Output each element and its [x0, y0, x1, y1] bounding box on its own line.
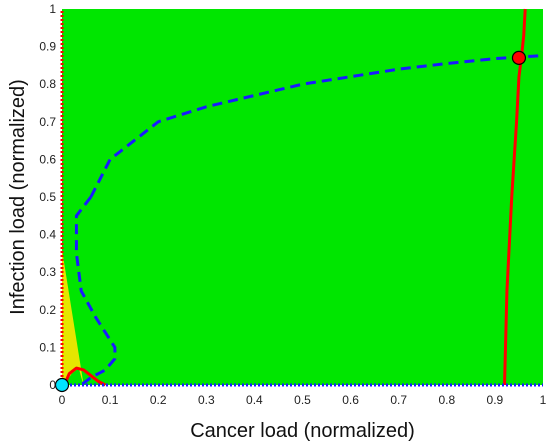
y-tick-label: 0.4 [39, 228, 56, 242]
y-tick-label: 1 [49, 2, 56, 16]
marker-red-1 [511, 50, 527, 65]
x-tick-label: 0.6 [342, 393, 359, 407]
y-axis-ticks: 0 0.1 0.2 0.3 0.4 0.5 0.6 0.7 0.8 0.9 1 [39, 2, 56, 392]
x-axis-ticks: 0 0.1 0.2 0.3 0.4 0.5 0.6 0.7 0.8 0.9 1 [59, 393, 547, 407]
series-blue-dashed-0 [89, 54, 544, 198]
x-tick-label: 1 [540, 393, 547, 407]
y-tick-label: 0.8 [39, 77, 56, 91]
y-tick-label: 0.9 [39, 40, 56, 54]
series-red-solid-3 [63, 366, 106, 387]
markers-layer [54, 50, 527, 393]
y-tick-label: 0.7 [39, 115, 56, 129]
x-axis-title: Cancer load (normalized) [190, 420, 415, 442]
regions-layer [62, 249, 84, 385]
x-tick-label: 0.7 [390, 393, 407, 407]
x-tick-label: 0.4 [246, 393, 263, 407]
plot-area [54, 8, 544, 393]
x-tick-label: 0.2 [150, 393, 167, 407]
y-tick-label: 0.3 [39, 265, 56, 279]
x-tick-label: 0 [59, 393, 66, 407]
y-tick-label: 0.2 [39, 303, 56, 317]
y-tick-label: 0.1 [39, 340, 56, 354]
x-tick-label: 0.8 [438, 393, 455, 407]
series-layer [60, 8, 544, 387]
marker-cyan-0 [54, 377, 70, 393]
y-axis-title: Infection load (normalized) [7, 79, 29, 315]
y-tick-label: 0.5 [39, 190, 56, 204]
x-tick-label: 0.9 [487, 393, 504, 407]
x-tick-label: 0.1 [102, 393, 119, 407]
series-blue-dashed-1 [74, 196, 117, 387]
x-tick-label: 0.3 [198, 393, 215, 407]
x-tick-label: 0.5 [294, 393, 311, 407]
plot-background [62, 9, 543, 385]
y-tick-label: 0 [49, 378, 56, 392]
region-yellow-0 [62, 249, 84, 385]
y-tick-label: 0.6 [39, 152, 56, 166]
series-red-solid-2 [503, 8, 527, 386]
